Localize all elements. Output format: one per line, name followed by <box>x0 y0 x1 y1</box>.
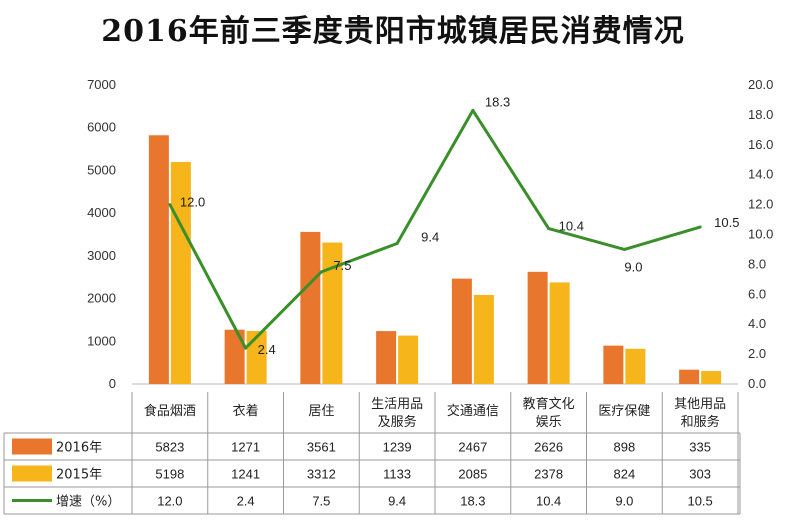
table-cell: 1271 <box>231 440 260 455</box>
bar-series-2 <box>322 242 343 384</box>
table-cell: 2085 <box>458 467 487 482</box>
chart-title: 2016年前三季度贵阳市城镇居民消费情况 <box>101 14 685 49</box>
bar-series-1 <box>679 369 700 384</box>
table-cell: 5823 <box>155 440 184 455</box>
y-right-tick-label: 8.0 <box>748 256 766 271</box>
category-label: 食品烟酒 <box>144 403 196 419</box>
growth-point <box>471 108 475 112</box>
growth-data-label: 9.0 <box>624 259 642 274</box>
y-right-tick-label: 20.0 <box>748 77 773 92</box>
growth-line <box>168 108 701 350</box>
table-cell: 2626 <box>534 440 563 455</box>
bar-series-1 <box>603 345 624 384</box>
legend-label: 增速（%） <box>56 495 120 510</box>
y-left-tick-label: 0 <box>109 376 116 391</box>
growth-data-label: 18.3 <box>485 94 510 109</box>
bar-series-1 <box>376 331 397 384</box>
legend-label: 2015年 <box>56 468 102 483</box>
growth-data-label: 9.4 <box>421 229 439 244</box>
bar-series-1 <box>300 231 321 384</box>
category-label: 生活用品及服务 <box>371 397 423 430</box>
y-right-tick-label: 10.0 <box>748 227 773 242</box>
growth-data-label: 10.4 <box>559 219 584 234</box>
y-right-tick-label: 12.0 <box>748 197 773 212</box>
y-right-tick-label: 2.0 <box>748 346 766 361</box>
table-cell: 9.4 <box>388 494 406 509</box>
table-cell: 2.4 <box>237 494 255 509</box>
category-label: 医疗保健 <box>598 404 650 419</box>
legend-swatch <box>12 438 52 455</box>
table-cell: 18.3 <box>460 494 485 509</box>
growth-data-label: 2.4 <box>258 342 276 357</box>
table-cell: 335 <box>689 440 711 455</box>
table-cell: 3312 <box>307 467 336 482</box>
y-left-tick-label: 3000 <box>87 248 116 263</box>
y-left-tick-label: 2000 <box>87 291 116 306</box>
growth-data-label: 10.5 <box>714 215 739 230</box>
bar-series-2 <box>473 294 494 384</box>
table-cell: 5198 <box>155 467 184 482</box>
table-cell: 7.5 <box>312 494 330 509</box>
growth-point <box>698 225 702 229</box>
bar-series-1 <box>451 278 472 384</box>
growth-point <box>319 270 323 274</box>
y-left-tick-label: 4000 <box>87 205 116 220</box>
growth-point <box>395 241 399 245</box>
table-cell: 3561 <box>307 440 336 455</box>
y-left-tick-label: 7000 <box>87 77 116 92</box>
growth-point <box>622 247 626 251</box>
y-right-tick-label: 0.0 <box>748 376 766 391</box>
table-cell: 9.0 <box>615 494 633 509</box>
category-label: 居住 <box>308 404 334 419</box>
table-cell: 898 <box>614 440 636 455</box>
table-cell: 1133 <box>383 467 411 482</box>
growth-point <box>168 203 172 207</box>
y-left-tick-label: 5000 <box>87 162 116 177</box>
table-cell: 10.5 <box>687 494 712 509</box>
legend-swatch <box>12 465 52 482</box>
bar-series-2 <box>625 348 646 384</box>
bar-series-1 <box>224 329 245 384</box>
growth-point <box>547 227 551 231</box>
bar-series-1 <box>148 135 169 384</box>
y-left-tick-label: 6000 <box>87 120 116 135</box>
growth-data-label: 7.5 <box>333 258 351 273</box>
legend-label: 2016年 <box>56 441 102 456</box>
table-cell: 2467 <box>458 440 487 455</box>
growth-data-label: 12.0 <box>180 195 205 210</box>
y-right-tick-label: 4.0 <box>748 316 766 331</box>
table-cell: 1241 <box>231 467 260 482</box>
bar-series-2 <box>701 371 722 384</box>
y-right-tick-label: 18.0 <box>748 107 773 122</box>
y-right-tick-label: 16.0 <box>748 137 773 152</box>
bar-series-2 <box>246 330 267 384</box>
category-label: 其他用品和服务 <box>674 397 726 430</box>
y-right-tick-label: 14.0 <box>748 167 773 182</box>
table-cell: 2378 <box>534 467 563 482</box>
table-cell: 10.4 <box>536 494 561 509</box>
table-cell: 824 <box>614 467 636 482</box>
bar-series-2 <box>398 335 419 384</box>
y-left-tick-label: 1000 <box>87 333 116 348</box>
bar-series-1 <box>527 271 548 384</box>
category-label: 衣着 <box>233 403 259 419</box>
table-cell: 303 <box>689 467 711 482</box>
growth-point <box>244 346 248 350</box>
category-label: 交通通信 <box>447 403 499 419</box>
category-label: 教育文化娱乐 <box>523 396 575 430</box>
table-cell: 12.0 <box>157 494 182 509</box>
bar-series-2 <box>549 282 570 384</box>
y-right-tick-label: 6.0 <box>748 286 766 301</box>
table-cell: 1239 <box>383 440 412 455</box>
